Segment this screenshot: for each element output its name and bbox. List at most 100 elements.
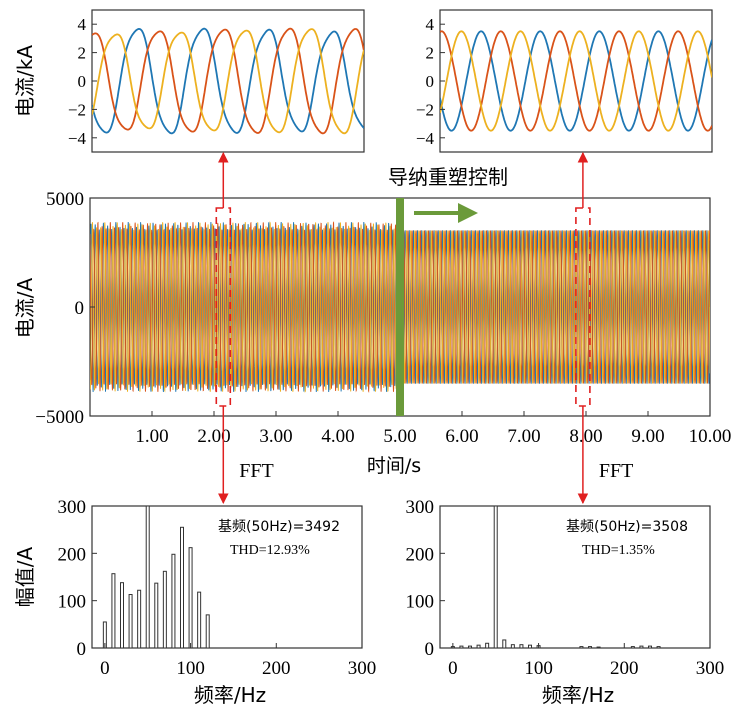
fft-before-bar [180, 526, 184, 649]
main-waveform-ticks: 1.00 2.00 3.00 4.00 5.00 6.00 7.00 8.00 9.00 10.0… [35, 189, 731, 447]
main-waveform-panel: 1.00 2.00 3.00 4.00 5.00 6.00 7.00 8.00 9.00 10.0… [13, 151, 731, 505]
fft-after-bar [519, 644, 524, 649]
fft-panel-before-bars [102, 505, 210, 649]
fft-before-bar [120, 582, 124, 649]
fft-after-ytick-label: 0 [425, 639, 435, 660]
main-xtick-label: 4.00 [321, 426, 354, 447]
zoom-after-ytick-label: −4 [416, 129, 435, 148]
fft-before-xtick-label: 100 [176, 658, 205, 679]
fft-before-bar [154, 582, 159, 649]
fft-panel-before-thd: THD=12.93% [230, 543, 310, 558]
fft-after-bar [639, 645, 644, 649]
fft-before-ytick-label: 0 [77, 639, 87, 660]
fft-before-bar [145, 505, 150, 649]
fft-panel-before-ticks: 0 100 200 300 0 100 200 300 [58, 497, 377, 679]
fft-before-bar [128, 594, 133, 649]
main-ytick-label: −5000 [35, 407, 84, 428]
fft-after-bar [459, 645, 464, 649]
fft-panel-before: 0 100 200 300 0 100 200 300 幅值/A 频率/Hz 基频(50Hz)… [13, 497, 376, 707]
fft-before-bar [162, 570, 167, 649]
fft-before-bar [197, 591, 202, 649]
zoom-before-series-phase-2 [92, 27, 364, 135]
zoom-before-ytick-label: 0 [78, 72, 87, 91]
fft-panel-after-thd: THD=1.35% [582, 543, 655, 558]
fft-before-bar [205, 614, 210, 649]
main-xtick-label: 7.00 [507, 426, 540, 447]
zoom-after-ytick-label: 2 [426, 44, 435, 63]
zoom-after-ytick-label: 4 [426, 15, 435, 34]
zoom-after-ytick-label: −2 [416, 100, 434, 119]
fft-after-bar [630, 646, 635, 649]
fft-after-ytick-label: 200 [406, 544, 435, 565]
zoom-panel-before-ylabel: 电流/kA [13, 45, 37, 117]
fft-before-xtick-label: 300 [348, 658, 377, 679]
fft-after-bar [485, 642, 490, 649]
fft-panel-after-ticks: 0 100 200 300 0 100 200 300 [406, 497, 725, 679]
fft-before-ytick-label: 300 [58, 497, 87, 518]
fft-panel-after-xlabel: 频率/Hz [542, 683, 614, 707]
fft-after-xtick-label: 300 [696, 658, 725, 679]
zoom-before-ytick-label: −2 [68, 100, 86, 119]
zoom-panel-before: 4 2 0 −2 −4 电流/kA [13, 9, 365, 153]
zoom-panel-after-yticks: 4 2 0 −2 −4 [416, 15, 445, 148]
fft-panel-before-ylabel: 幅值/A [13, 546, 37, 607]
main-ytick-label: 0 [75, 298, 85, 319]
zoom-after-series-phase-1 [440, 30, 712, 132]
fft-before-ytick-label: 100 [58, 592, 87, 613]
control-switch-marker [396, 198, 404, 416]
fft-after-bar [648, 645, 652, 649]
fft-after-bar [476, 644, 481, 649]
fft-before-bar [137, 589, 142, 649]
fft-after-bar [510, 644, 515, 649]
main-waveform-ylabel: 电流/A [13, 277, 37, 338]
zoom-panel-before-lines [92, 27, 364, 135]
zoom-before-ytick-label: 2 [78, 44, 87, 63]
fft-after-bar [528, 644, 532, 649]
main-xtick-label: 9.00 [631, 426, 664, 447]
fft-label-after: FFT [599, 460, 633, 482]
main-xtick-label: 3.00 [259, 426, 292, 447]
main-xtick-label: 2.00 [197, 426, 230, 447]
main-xtick-label: 5.00 [383, 426, 416, 447]
zoom-before-series-phase-1 [92, 27, 364, 135]
main-xtick-label: 8.00 [569, 426, 602, 447]
fft-after-bar [493, 505, 498, 649]
zoom-panel-after: 4 2 0 −2 −4 [416, 9, 713, 153]
fft-panel-before-xlabel: 频率/Hz [194, 683, 266, 707]
control-label: 导纳重塑控制 [388, 165, 508, 189]
fft-after-bar [656, 646, 661, 649]
zoom-after-series-phase-2 [440, 30, 712, 132]
fft-panel-after-frame [439, 505, 711, 649]
main-waveform-xlabel: 时间/s [367, 455, 421, 477]
fft-before-xtick-label: 200 [262, 658, 291, 679]
fft-after-xtick-label: 200 [610, 658, 639, 679]
zoom-after-ytick-label: 0 [426, 72, 435, 91]
fft-panel-before-fundamental: 基频(50Hz)=3492 [218, 518, 340, 535]
fft-after-bar [579, 646, 584, 649]
fft-before-xtick-label: 0 [100, 658, 110, 679]
zoom-before-ytick-label: −4 [68, 129, 87, 148]
fft-before-bar [171, 553, 176, 649]
fft-after-xtick-label: 0 [448, 658, 458, 679]
main-xtick-label: 10.00 [689, 426, 732, 447]
fft-after-ytick-label: 100 [406, 592, 435, 613]
fft-after-ytick-label: 300 [406, 497, 435, 518]
fft-after-bar [596, 646, 601, 649]
fft-panel-after: 0 100 200 300 0 100 200 300 频率/Hz 基频(50Hz)=3508… [406, 497, 725, 707]
fft-after-bar [468, 645, 472, 649]
fft-panel-before-frame [91, 505, 363, 649]
fft-panel-after-fundamental: 基频(50Hz)=3508 [566, 518, 688, 535]
fft-before-bar [111, 573, 116, 649]
fft-after-bar [502, 639, 507, 649]
main-xtick-label: 1.00 [135, 426, 168, 447]
fft-before-ytick-label: 200 [58, 544, 87, 565]
fft-before-bar [188, 547, 193, 649]
main-ytick-label: 5000 [46, 189, 84, 210]
fft-after-bar [588, 646, 592, 649]
fft-label-before: FFT [239, 460, 273, 482]
zoom-panel-before-yticks: 4 2 0 −2 −4 [68, 15, 97, 148]
zoom-before-ytick-label: 4 [78, 15, 87, 34]
fft-after-xtick-label: 100 [524, 658, 553, 679]
zoom-before-series-phase-3 [92, 28, 364, 135]
